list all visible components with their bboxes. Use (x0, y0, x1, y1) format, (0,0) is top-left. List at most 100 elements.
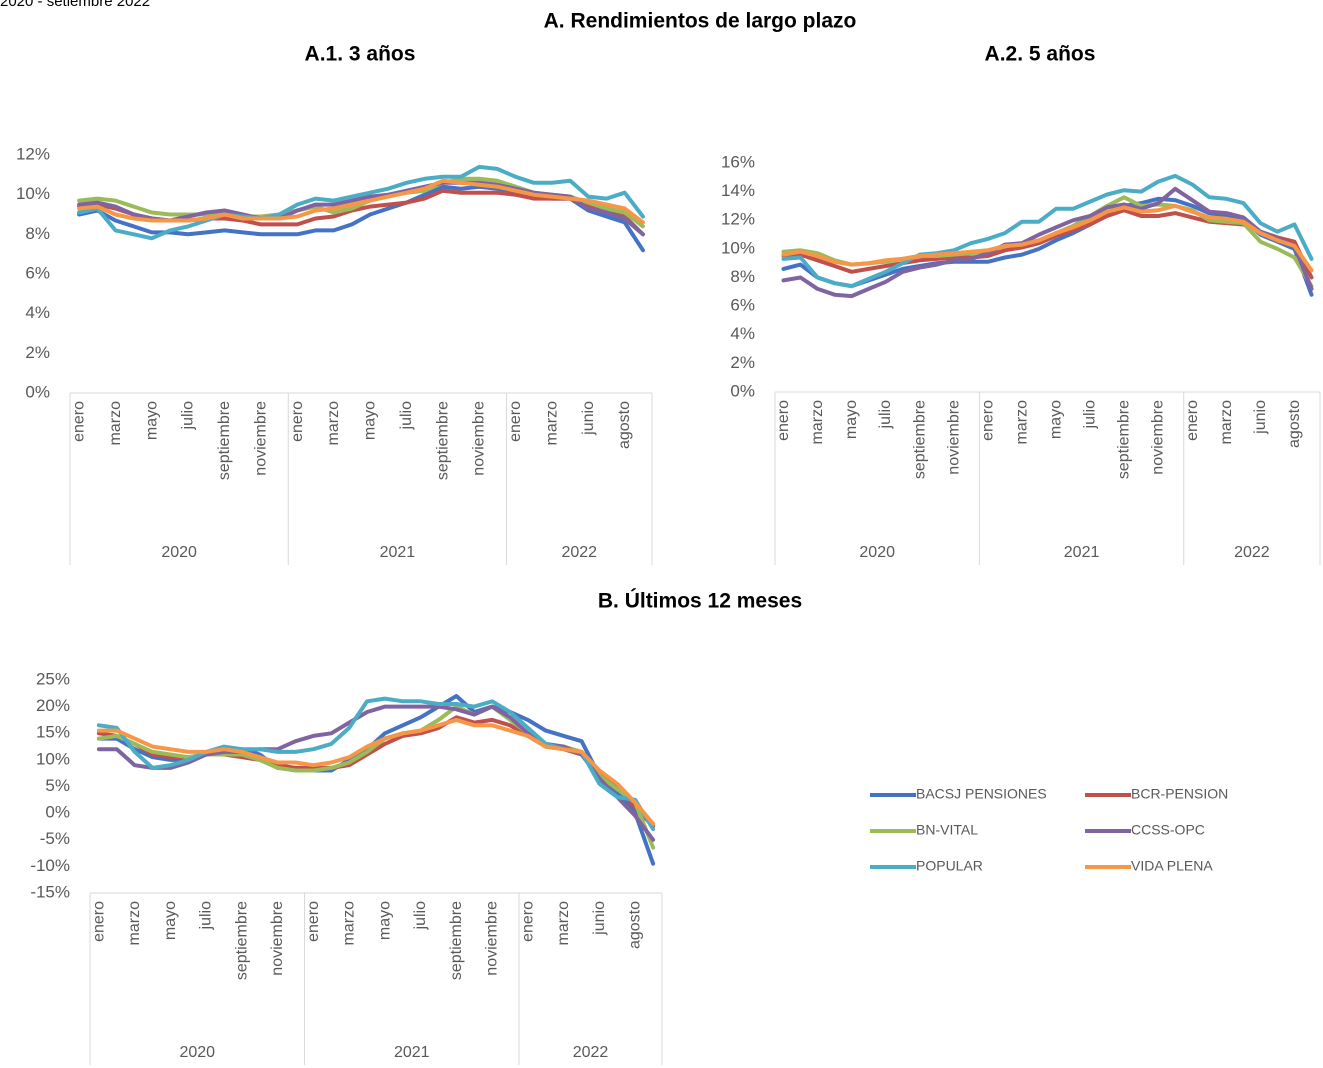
y-tick-label: 5% (45, 776, 70, 795)
series-line (96, 717, 656, 826)
group-label: 2021 (394, 1044, 430, 1061)
series-line (781, 203, 1314, 273)
group-label: 2021 (380, 544, 416, 561)
legend-label: VIDA PLENA (1131, 858, 1213, 874)
x-tick-label: enero (775, 400, 792, 441)
note: 2020 - setiembre 2022 (0, 0, 150, 10)
y-tick-label: 14% (721, 181, 755, 200)
x-tick-label: septiembre (911, 400, 928, 479)
x-tick-label: septiembre (1116, 400, 1133, 479)
group-label: 2020 (859, 544, 895, 561)
x-tick-label: noviembre (269, 901, 286, 976)
group-label: 2022 (1234, 544, 1270, 561)
y-tick-label: 2% (25, 343, 50, 362)
x-tick-label: noviembre (471, 401, 488, 476)
y-tick-label: 16% (721, 152, 755, 171)
series-line (77, 178, 645, 225)
y-tick-label: 8% (25, 224, 50, 243)
chart-title: A.1. 3 años (305, 43, 416, 66)
x-tick-label: julio (412, 901, 429, 931)
series-line (77, 164, 645, 241)
x-tick-label: junio (591, 901, 608, 936)
x-tick-label: marzo (555, 901, 572, 946)
x-tick-label: enero (71, 401, 88, 442)
y-tick-label: 12% (16, 144, 50, 163)
group-label: 2021 (1064, 544, 1100, 561)
x-tick-label: agosto (1286, 400, 1303, 448)
x-tick-label: enero (507, 401, 524, 442)
y-tick-label: 10% (36, 749, 70, 768)
x-tick-label: mayo (376, 901, 393, 940)
y-tick-label: 0% (45, 803, 70, 822)
legend-label: BCR-PENSION (1131, 786, 1228, 802)
y-tick-label: 2% (730, 353, 755, 372)
y-tick-label: 20% (36, 696, 70, 715)
heading: A. Rendimientos de largo plazo (544, 10, 857, 33)
series-line (96, 704, 656, 842)
y-tick-label: 6% (730, 296, 755, 315)
x-tick-label: junio (1252, 400, 1269, 435)
x-tick-label: julio (877, 400, 894, 430)
y-tick-label: 8% (730, 267, 755, 286)
legend-label: BN-VITAL (916, 822, 978, 838)
x-tick-label: marzo (341, 901, 358, 946)
x-tick-label: enero (305, 901, 322, 942)
x-tick-label: noviembre (945, 400, 962, 475)
x-tick-label: marzo (543, 401, 560, 446)
y-tick-label: -15% (30, 882, 70, 901)
x-tick-label: enero (1184, 400, 1201, 441)
y-tick-label: 25% (36, 669, 70, 688)
x-tick-label: mayo (162, 901, 179, 940)
x-tick-label: mayo (1048, 400, 1065, 439)
x-tick-label: marzo (1013, 400, 1030, 445)
x-tick-label: enero (979, 400, 996, 441)
x-tick-label: agosto (627, 901, 644, 949)
series-line (96, 694, 656, 866)
x-tick-label: noviembre (484, 901, 501, 976)
y-tick-label: 15% (36, 723, 70, 742)
y-tick-label: 12% (721, 210, 755, 229)
x-tick-label: marzo (1218, 400, 1235, 445)
x-tick-label: julio (198, 901, 215, 931)
x-tick-label: septiembre (448, 901, 465, 980)
x-tick-label: julio (1082, 400, 1099, 430)
x-tick-label: mayo (843, 400, 860, 439)
x-tick-label: marzo (126, 901, 143, 946)
y-tick-label: -5% (40, 829, 70, 848)
y-tick-label: 10% (16, 184, 50, 203)
chart-title: A.2. 5 años (985, 43, 1096, 66)
x-tick-label: noviembre (252, 401, 269, 476)
y-tick-label: 0% (25, 382, 50, 401)
x-tick-label: julio (180, 401, 197, 431)
x-tick-label: enero (519, 901, 536, 942)
y-tick-label: 0% (730, 381, 755, 400)
x-tick-label: marzo (325, 401, 342, 446)
x-tick-label: septiembre (434, 401, 451, 480)
x-tick-label: marzo (107, 401, 124, 446)
x-tick-label: noviembre (1150, 400, 1167, 475)
group-label: 2022 (573, 1044, 609, 1061)
y-tick-label: 6% (25, 263, 50, 282)
legend-label: BACSJ PENSIONES (916, 786, 1047, 802)
group-label: 2020 (161, 544, 197, 561)
x-tick-label: marzo (809, 400, 826, 445)
y-tick-label: 4% (25, 303, 50, 322)
x-tick-label: enero (90, 901, 107, 942)
x-tick-label: enero (289, 401, 306, 442)
x-tick-label: septiembre (233, 901, 250, 980)
series-line (96, 704, 656, 850)
group-label: 2020 (179, 1044, 215, 1061)
y-tick-label: 4% (730, 324, 755, 343)
heading: B. Últimos 12 meses (598, 589, 802, 613)
series-line (96, 715, 656, 829)
group-label: 2022 (561, 544, 597, 561)
x-tick-label: mayo (143, 401, 160, 440)
x-tick-label: mayo (362, 401, 379, 440)
x-tick-label: julio (398, 401, 415, 431)
series-line (781, 173, 1314, 289)
series-line (781, 186, 1314, 299)
x-tick-label: junio (580, 401, 597, 436)
legend-label: POPULAR (916, 858, 983, 874)
legend-label: CCSS-OPC (1131, 822, 1205, 838)
